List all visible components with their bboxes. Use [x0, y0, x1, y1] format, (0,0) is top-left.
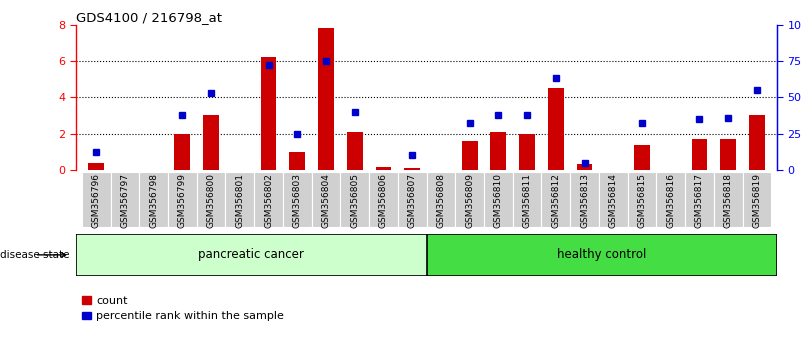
Bar — [175, 133, 191, 170]
Bar — [82, 172, 111, 227]
Text: GSM356811: GSM356811 — [522, 173, 532, 228]
Bar — [88, 162, 104, 170]
Text: GSM356813: GSM356813 — [580, 173, 589, 228]
Text: GSM356806: GSM356806 — [379, 173, 388, 228]
Text: GSM356803: GSM356803 — [293, 173, 302, 228]
Bar — [513, 172, 541, 227]
Bar — [634, 144, 650, 170]
Bar — [541, 172, 570, 227]
Bar — [369, 172, 398, 227]
Text: GSM356804: GSM356804 — [321, 173, 331, 228]
Bar — [743, 172, 771, 227]
Bar — [139, 172, 168, 227]
Bar — [203, 115, 219, 170]
Legend: count, percentile rank within the sample: count, percentile rank within the sample — [82, 296, 284, 321]
Bar — [318, 28, 334, 170]
Bar — [749, 115, 765, 170]
Bar — [685, 172, 714, 227]
Bar — [570, 172, 599, 227]
Text: GSM356818: GSM356818 — [723, 173, 733, 228]
Text: GSM356817: GSM356817 — [695, 173, 704, 228]
Bar — [312, 172, 340, 227]
Text: GSM356796: GSM356796 — [91, 173, 101, 228]
Bar — [197, 172, 225, 227]
Bar — [427, 172, 455, 227]
Bar — [111, 172, 139, 227]
Bar — [376, 167, 392, 170]
Bar — [656, 172, 685, 227]
Bar — [577, 165, 593, 170]
Text: GSM356814: GSM356814 — [609, 173, 618, 228]
Text: pancreatic cancer: pancreatic cancer — [199, 249, 304, 261]
Text: GSM356798: GSM356798 — [149, 173, 158, 228]
Bar — [254, 172, 283, 227]
Bar — [405, 168, 420, 170]
Text: GSM356799: GSM356799 — [178, 173, 187, 228]
Bar — [347, 132, 363, 170]
Text: disease state: disease state — [0, 250, 70, 260]
Text: GSM356797: GSM356797 — [120, 173, 130, 228]
Bar — [398, 172, 427, 227]
Bar — [519, 133, 535, 170]
Bar — [599, 172, 628, 227]
Bar — [340, 172, 369, 227]
Bar — [260, 57, 276, 170]
Bar — [691, 139, 707, 170]
Text: GSM356816: GSM356816 — [666, 173, 675, 228]
Text: GSM356810: GSM356810 — [494, 173, 503, 228]
Text: GSM356808: GSM356808 — [437, 173, 445, 228]
Bar — [548, 88, 564, 170]
Bar — [628, 172, 656, 227]
Bar — [455, 172, 484, 227]
Text: GDS4100 / 216798_at: GDS4100 / 216798_at — [76, 11, 222, 24]
Text: GSM356800: GSM356800 — [207, 173, 215, 228]
Bar — [461, 141, 477, 170]
Bar — [490, 132, 506, 170]
Text: healthy control: healthy control — [557, 249, 646, 261]
Text: GSM356801: GSM356801 — [235, 173, 244, 228]
Bar — [289, 152, 305, 170]
Bar — [225, 172, 254, 227]
Text: GSM356802: GSM356802 — [264, 173, 273, 228]
Bar — [427, 234, 777, 276]
Bar — [714, 172, 743, 227]
Text: GSM356812: GSM356812 — [551, 173, 560, 228]
Text: GSM356807: GSM356807 — [408, 173, 417, 228]
Bar — [720, 139, 736, 170]
Text: GSM356805: GSM356805 — [350, 173, 359, 228]
Bar — [283, 172, 312, 227]
Bar — [484, 172, 513, 227]
Text: GSM356815: GSM356815 — [638, 173, 646, 228]
Bar — [168, 172, 197, 227]
Text: GSM356819: GSM356819 — [752, 173, 762, 228]
Text: GSM356809: GSM356809 — [465, 173, 474, 228]
Bar — [76, 234, 427, 276]
